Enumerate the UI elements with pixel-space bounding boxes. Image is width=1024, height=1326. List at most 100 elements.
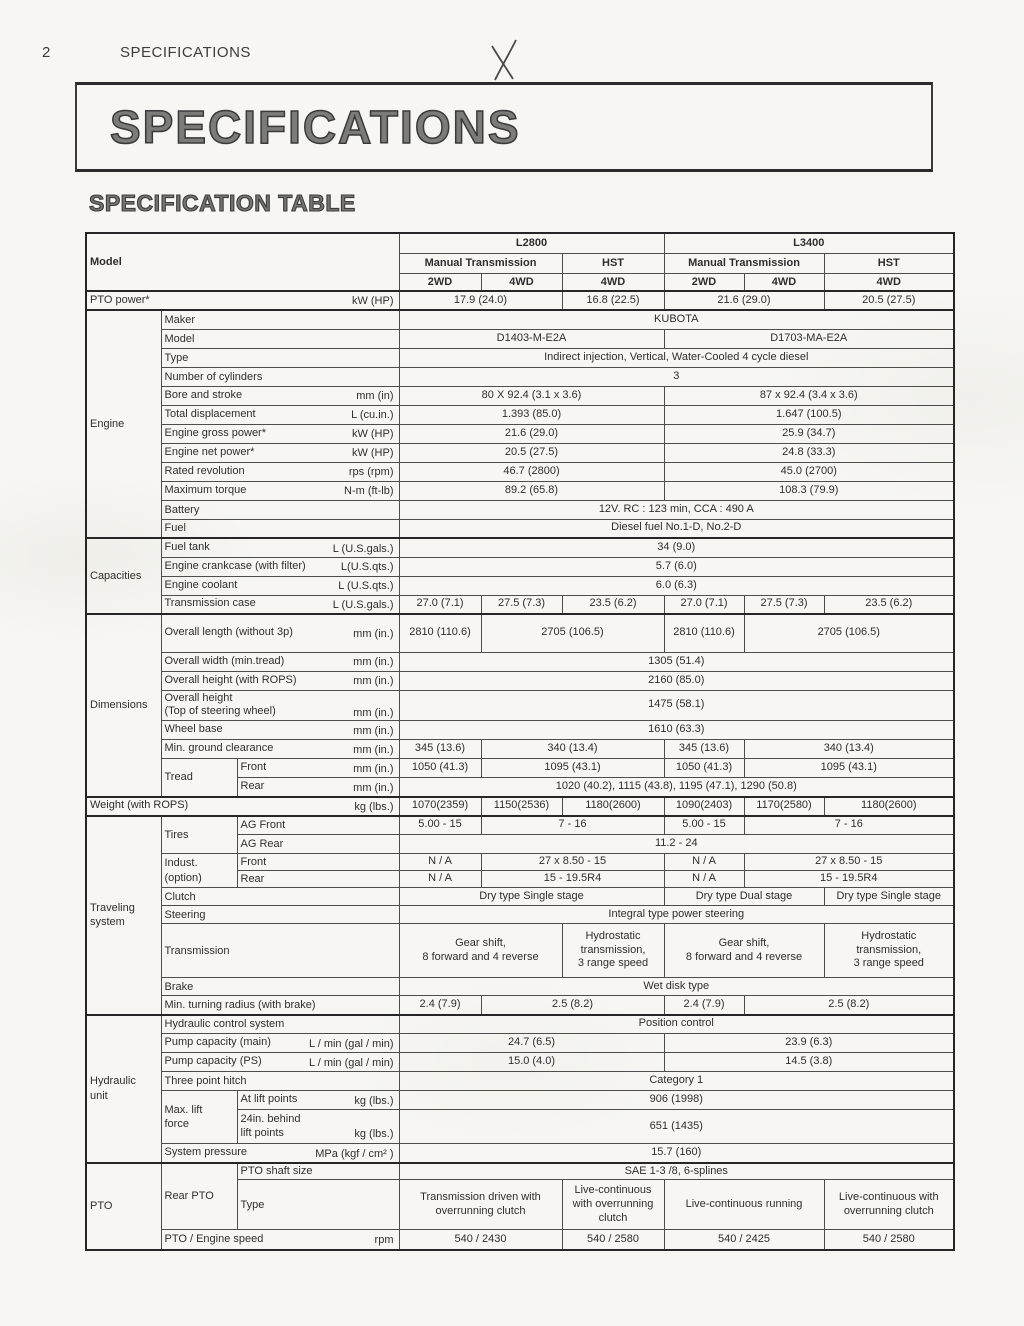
- row-label: Overall length (without 3p): [164, 626, 293, 639]
- row-label-cell: Rear PTO: [160, 1161, 238, 1231]
- header-cell: 4WD: [480, 272, 563, 292]
- row-label-cell: Transmission: [160, 923, 400, 978]
- unit-label: kW (HP): [351, 295, 394, 308]
- value-cell: 27.0 (7.1): [663, 594, 745, 615]
- value-cell: 12V. RC : 123 min, CCA : 490 A: [398, 499, 955, 520]
- unit-label: L / min (gal / min): [308, 1037, 394, 1050]
- row-label: PTO / Engine speed: [164, 1232, 264, 1245]
- header-cell: L2800: [398, 232, 665, 254]
- value-cell: 15 - 19.5R4: [743, 870, 955, 888]
- chapter-title-box: SPECIFICATIONS: [75, 82, 933, 172]
- pencil-x-mark-icon: [491, 39, 517, 81]
- row-label-cell: PTO shaft size: [236, 1161, 400, 1181]
- value-cell: 2810 (110.6): [663, 613, 745, 653]
- table-row: Engine gross power* kW (HP) 21.6 (29.0) 25.…: [86, 423, 955, 444]
- table-row: Overall height (Top of steering wheel) mm…: [86, 689, 955, 721]
- value-cell: 89.2 (65.8): [398, 480, 665, 501]
- unit-label: MPa (kgf / cm² ): [315, 1147, 394, 1160]
- value-cell: Live-continuous running: [663, 1179, 825, 1231]
- value-cell: 1170(2580): [743, 795, 825, 816]
- table-row: Type Indirect injection, Vertical, Water-…: [86, 347, 955, 368]
- row-label-cell: Tread: [160, 758, 238, 797]
- unit-label: kW (HP): [351, 447, 394, 460]
- value-cell: 2.4 (7.9): [398, 995, 482, 1015]
- table-row: Bore and stroke mm (in) 80 X 92.4 (3.1 x 3…: [86, 385, 955, 406]
- value-cell: Dry type Dual stage: [663, 887, 825, 906]
- row-label-cell: AG Rear: [236, 834, 400, 854]
- value-cell: 23.5 (6.2): [823, 594, 955, 615]
- value-cell: 87 x 92.4 (3.4 x 3.6): [663, 385, 955, 406]
- value-cell: 1020 (40.2), 1115 (43.8), 1195 (47.1), 1…: [398, 777, 955, 797]
- value-cell: 25.9 (34.7): [663, 423, 955, 444]
- row-label: Overall height (with ROPS): [164, 673, 297, 686]
- value-cell: 1305 (51.4): [398, 651, 955, 672]
- unit-label: L (cu.in.): [351, 409, 394, 422]
- table-row: Wheel base mm (in.) 1610 (63.3): [86, 720, 955, 740]
- unit-label: mm (in.): [353, 743, 394, 756]
- value-cell: Gear shift, 8 forward and 4 reverse: [663, 923, 825, 978]
- label-unit-cell: 24in. behind lift points kg (lbs.): [236, 1109, 400, 1144]
- label-unit-cell: PTO / Engine speed rpm: [160, 1229, 400, 1251]
- row-label-cell: Three point hitch: [160, 1071, 400, 1091]
- table-row: Max. lift force At lift points kg (lbs.) 90…: [86, 1090, 955, 1144]
- value-cell: KUBOTA: [398, 309, 955, 330]
- value-cell: 80 X 92.4 (3.1 x 3.6): [398, 385, 665, 406]
- row-label-cell: Indust. (option): [160, 853, 238, 888]
- unit-label: mm (in.): [353, 707, 394, 719]
- value-cell: 5.00 - 15: [663, 814, 745, 835]
- table-row: Overall width (min.tread) mm (in.) 1305 (5…: [86, 651, 955, 672]
- header-cell: HST: [561, 252, 665, 274]
- table-row: Brake Wet disk type: [86, 977, 955, 996]
- table-row: Engine net power* kW (HP) 20.5 (27.5) 24.8 …: [86, 442, 955, 463]
- label-unit-cell: Pump capacity (main) L / min (gal / min): [160, 1033, 400, 1053]
- section-label-cell: Engine: [85, 309, 162, 539]
- header-cell: L3400: [663, 232, 955, 254]
- row-label: Rated revolution: [164, 464, 245, 477]
- section-heading: SPECIFICATION TABLE: [88, 189, 356, 216]
- label-unit-cell: Overall height (with ROPS) mm (in.): [160, 670, 400, 691]
- value-cell: 17.9 (24.0): [398, 290, 563, 311]
- value-cell: 23.9 (6.3): [663, 1033, 955, 1053]
- table-row: Total displacement L (cu.in.) 1.393 (85.0)…: [86, 404, 955, 425]
- row-label-cell: Brake: [160, 977, 400, 996]
- label-unit-cell: Rear mm (in.): [236, 777, 400, 797]
- label-unit-cell: Overall height (Top of steering wheel) mm…: [160, 689, 400, 721]
- table-row: Steering Integral type power steering: [86, 905, 955, 924]
- value-cell: 16.8 (22.5): [561, 290, 665, 311]
- value-cell: 7 - 16: [743, 814, 955, 835]
- row-label: Wheel base: [164, 723, 223, 736]
- row-label: Overall width (min.tread): [164, 654, 285, 667]
- label-unit-cell: Engine crankcase (with filter) L(U.S.qts.…: [160, 556, 400, 577]
- value-cell: 46.7 (2800): [398, 461, 665, 482]
- row-label-cell: Steering: [160, 905, 400, 924]
- value-cell: Live-continuous with overrunning clutch: [823, 1179, 955, 1231]
- table-row: Pump capacity (main) L / min (gal / min) 2…: [86, 1033, 955, 1053]
- value-cell: N / A: [398, 853, 482, 871]
- row-label-cell: Max. lift force: [160, 1090, 238, 1144]
- row-label: Maximum torque: [164, 483, 247, 496]
- row-label: At lift points: [240, 1093, 298, 1106]
- table-row: Engine crankcase (with filter) L(U.S.qts.…: [86, 556, 955, 577]
- value-cell: 108.3 (79.9): [663, 480, 955, 501]
- label-unit-cell: Min. ground clearance mm (in.): [160, 739, 400, 759]
- unit-label: L (U.S.gals.): [332, 599, 394, 612]
- label-unit-cell: Transmission case L (U.S.gals.): [160, 594, 400, 615]
- chapter-title: SPECIFICATIONS: [109, 100, 521, 154]
- table-row: PTO / Engine speed rpm 540 / 2430 540 / 258…: [86, 1229, 955, 1251]
- section-label-cell: PTO: [85, 1161, 162, 1251]
- spec-table: Model L2800 L3400 Manual Transmission HST Man…: [85, 232, 956, 1251]
- table-row: 24in. behind lift points kg (lbs.) 651 (14…: [86, 1109, 955, 1144]
- value-cell: 14.5 (3.8): [663, 1052, 955, 1072]
- value-cell: 2705 (106.5): [480, 613, 665, 653]
- label-unit-cell: Overall length (without 3p) mm (in.): [160, 613, 400, 653]
- value-cell: Indirect injection, Vertical, Water-Cool…: [398, 347, 955, 368]
- row-label-cell: Battery: [160, 499, 400, 520]
- table-row: Capacities Fuel tank L (U.S.gals.) 34 (9.0): [85, 537, 955, 615]
- table-row: PTO Rear PTO PTO shaft size SAE 1-3 /8, 6-s…: [85, 1161, 955, 1251]
- value-cell: 2.5 (8.2): [743, 995, 955, 1015]
- label-unit-cell: PTO power* kW (HP): [85, 290, 400, 311]
- value-cell: Hydrostatic transmission, 3 range speed: [561, 923, 665, 978]
- unit-label: mm (in.): [353, 628, 394, 641]
- value-cell: N / A: [663, 870, 745, 888]
- table-row: Engine coolant L (U.S.qts.) 6.0 (6.3): [86, 575, 955, 596]
